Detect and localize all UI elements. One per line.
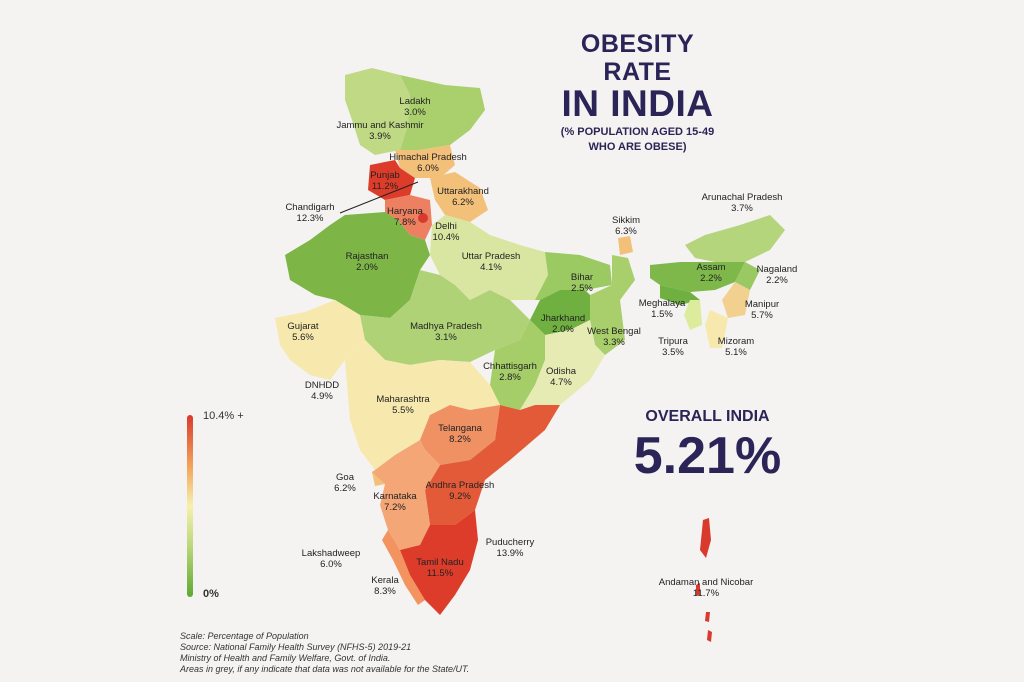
title-line1: OBESITY RATE xyxy=(580,30,695,86)
label-andhra-pradesh: Andhra Pradesh 9.2% xyxy=(425,480,495,502)
label-mizoram: Mizoram 5.1% xyxy=(717,336,755,358)
label-jharkhand: Jharkhand 2.0% xyxy=(540,313,586,335)
label-uttar-pradesh: Uttar Pradesh 4.1% xyxy=(461,251,521,273)
title-line2: IN INDIA xyxy=(561,83,714,124)
label-uttarakhand: Uttarakhand 6.2% xyxy=(437,186,489,208)
label-delhi: Delhi 10.4% xyxy=(432,221,460,243)
region-andhra-pradesh xyxy=(425,405,560,525)
region-chhattisgarh xyxy=(490,320,545,410)
region-andaman-nicobar xyxy=(696,518,712,642)
region-ladakh xyxy=(400,75,485,150)
map-title: OBESITY RATE IN INDIA (% POPULATION AGED… xyxy=(545,30,730,155)
region-west-bengal xyxy=(590,255,635,355)
region-manipur xyxy=(722,282,750,318)
region-assam xyxy=(650,262,745,292)
label-tamil-nadu: Tamil Nadu 11.5% xyxy=(416,557,464,579)
region-uttarakhand xyxy=(430,172,488,222)
label-puducherry: Puducherry 13.9% xyxy=(485,537,535,559)
region-tripura xyxy=(684,300,702,330)
region-maharashtra xyxy=(345,340,500,470)
legend-max-label: 10.4% + xyxy=(203,410,244,422)
region-odisha xyxy=(520,320,605,410)
label-meghalaya: Meghalaya 1.5% xyxy=(638,298,686,320)
footer-grey-note: Areas in grey, if any indicate that data… xyxy=(180,664,470,674)
overall-india: OVERALL INDIA 5.21% xyxy=(625,408,790,486)
region-rajasthan xyxy=(285,212,430,318)
region-telangana xyxy=(420,405,500,465)
region-uttar-pradesh xyxy=(430,215,548,300)
overall-value: 5.21% xyxy=(633,427,782,485)
footer-scale: Scale: Percentage of Population xyxy=(180,631,309,641)
label-rajasthan: Rajasthan 2.0% xyxy=(345,251,389,273)
region-bihar xyxy=(535,252,612,300)
label-arunachal: Arunachal Pradesh 3.7% xyxy=(701,192,783,214)
legend-min-label: 0% xyxy=(203,588,219,600)
footer-notes: Scale: Percentage of Population Source: … xyxy=(180,631,469,675)
label-bihar: Bihar 2.5% xyxy=(570,272,594,294)
region-arunachal-pradesh xyxy=(685,215,785,262)
title-sub1: (% POPULATION AGED 15-49 xyxy=(560,126,715,138)
region-jammu-kashmir xyxy=(345,68,410,155)
overall-label: OVERALL INDIA xyxy=(645,408,770,425)
label-andaman-nicobar: Andaman and Nicobar 11.7% xyxy=(658,577,754,599)
region-haryana xyxy=(385,195,432,240)
label-punjab: Punjab 11.2% xyxy=(370,170,400,192)
legend-gradient-bar xyxy=(187,415,193,597)
label-chhattisgarh: Chhattisgarh 2.8% xyxy=(483,361,537,383)
label-haryana: Haryana 7.8% xyxy=(387,206,423,228)
region-karnataka xyxy=(372,440,440,550)
label-manipur: Manipur 5.7% xyxy=(744,299,780,321)
region-jharkhand xyxy=(530,290,590,335)
label-chandigarh: Chandigarh 12.3% xyxy=(285,202,335,224)
label-kerala: Kerala 8.3% xyxy=(371,575,399,597)
region-nagaland xyxy=(735,262,760,290)
chandigarh-pointer xyxy=(339,181,419,214)
region-sikkim xyxy=(618,236,633,255)
footer-source: Source: National Family Health Survey (N… xyxy=(180,642,412,652)
region-kerala xyxy=(382,530,425,605)
region-delhi xyxy=(418,213,428,223)
region-tamil-nadu xyxy=(400,510,478,615)
footer-ministry: Ministry of Health and Family Welfare, G… xyxy=(180,653,391,663)
region-himachal xyxy=(395,145,455,178)
label-jammu-kashmir: Jammu and Kashmir 3.9% xyxy=(336,120,424,142)
label-goa: Goa 6.2% xyxy=(334,472,356,494)
label-nagaland: Nagaland 2.2% xyxy=(756,264,798,286)
label-dnhdd: DNHDD 4.9% xyxy=(304,380,340,402)
label-maharashtra: Maharashtra 5.5% xyxy=(376,394,430,416)
region-gujarat xyxy=(275,300,365,380)
label-sikkim: Sikkim 6.3% xyxy=(612,215,640,237)
label-lakshadweep: Lakshadweep 6.0% xyxy=(301,548,361,570)
label-west-bengal: West Bengal 3.3% xyxy=(587,326,641,348)
region-madhya-pradesh xyxy=(360,270,530,365)
label-gujarat: Gujarat 5.6% xyxy=(287,321,319,343)
color-legend: 10.4% + 0% xyxy=(187,410,257,602)
label-assam: Assam 2.2% xyxy=(696,262,726,284)
label-ladakh: Ladakh 3.0% xyxy=(399,96,431,118)
label-madhya-pradesh: Madhya Pradesh 3.1% xyxy=(410,321,482,343)
label-odisha: Odisha 4.7% xyxy=(545,366,577,388)
region-punjab xyxy=(368,160,415,200)
label-himachal: Himachal Pradesh 6.0% xyxy=(389,152,467,174)
label-karnataka: Karnataka 7.2% xyxy=(373,491,417,513)
region-mizoram xyxy=(705,310,728,348)
title-sub2: WHO ARE OBESE) xyxy=(588,141,687,153)
label-telangana: Telangana 8.2% xyxy=(438,423,482,445)
label-tripura: Tripura 3.5% xyxy=(658,336,688,358)
